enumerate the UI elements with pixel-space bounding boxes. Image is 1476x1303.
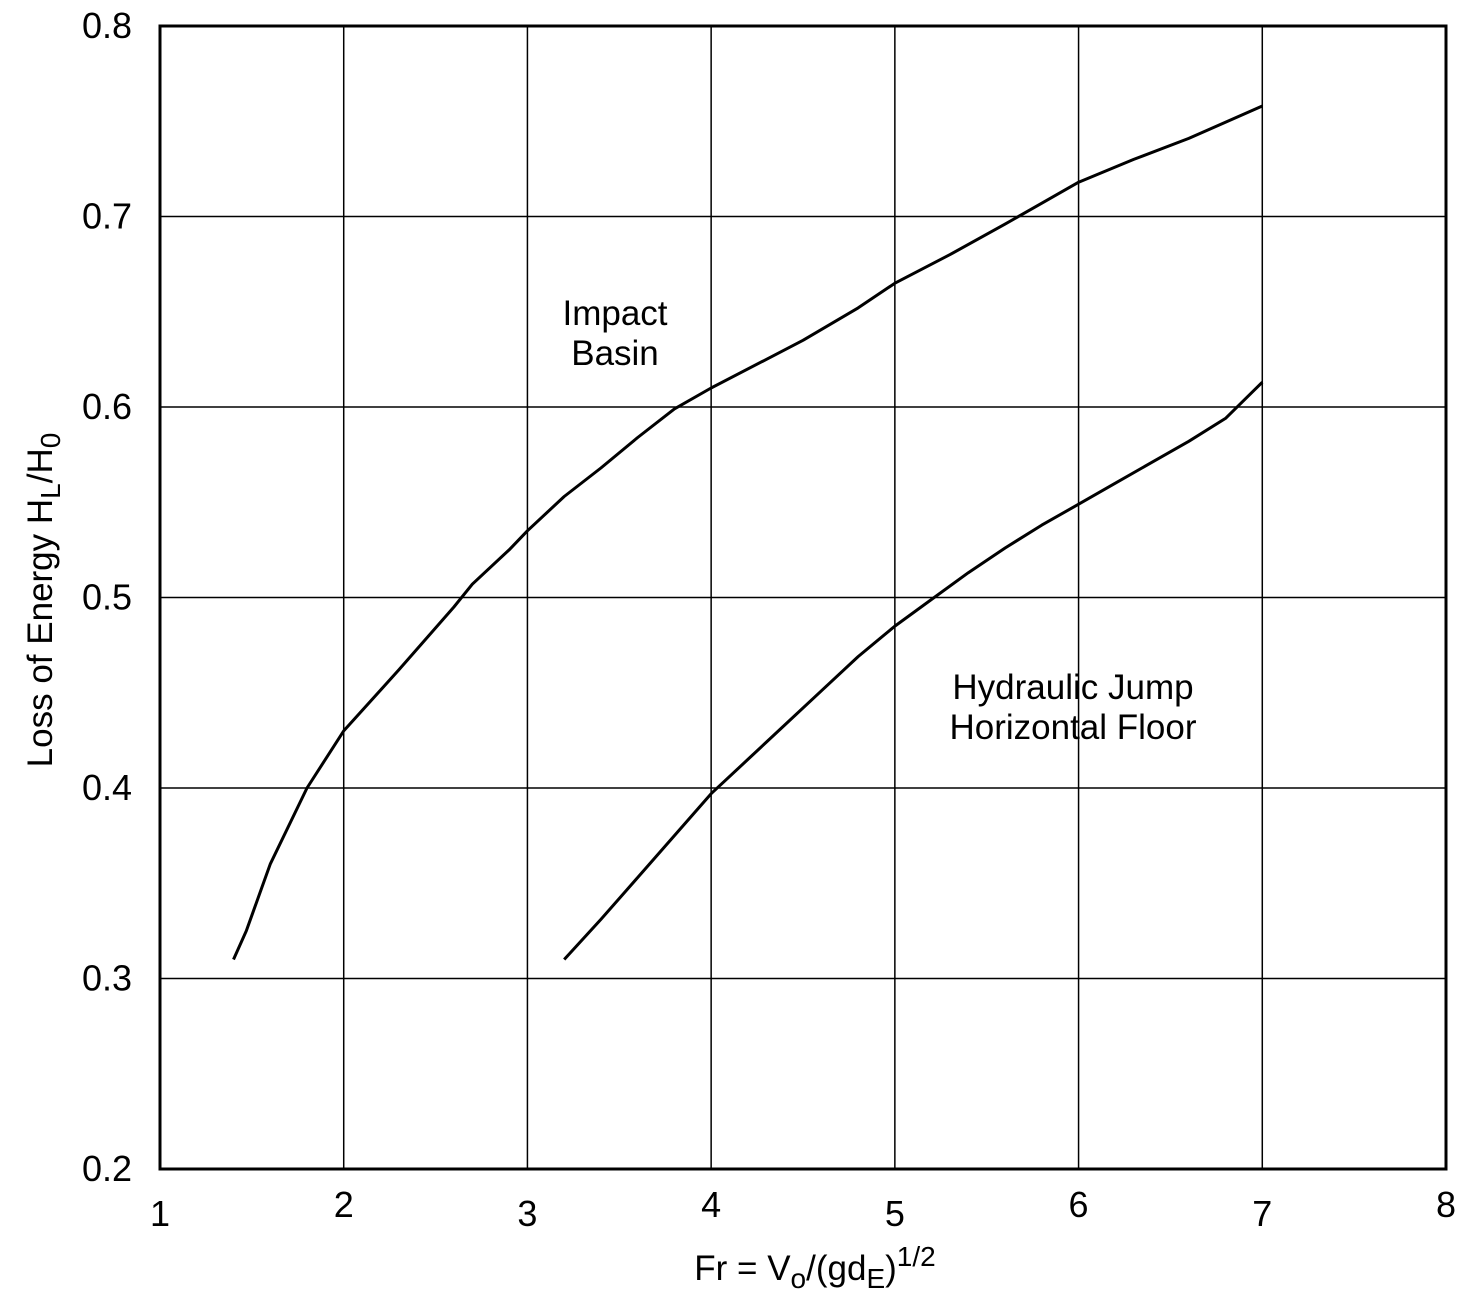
y-tick-label: 0.4 [82, 767, 132, 808]
x-tick-label: 3 [517, 1193, 537, 1234]
y-tick-label: 0.3 [82, 958, 132, 999]
hydraulic-jump-label: Horizontal Floor [949, 708, 1196, 747]
x-tick-label: 6 [1069, 1184, 1089, 1225]
impact-basin-label: Impact [562, 294, 667, 333]
gridlines [160, 26, 1446, 1169]
y-tick-label: 0.5 [82, 577, 132, 618]
y-axis-label: Loss of Energy HL/H0 [21, 433, 66, 768]
x-tick-label: 7 [1252, 1193, 1272, 1234]
y-tick-label: 0.7 [82, 196, 132, 237]
y-tick-label: 0.2 [82, 1148, 132, 1189]
x-axis-label: Fr = Vo/(gdE)1/2 [694, 1241, 935, 1294]
y-tick-label: 0.6 [82, 386, 132, 427]
impact-basin-curve [232, 104, 1263, 961]
x-tick-label: 5 [885, 1193, 905, 1234]
curves [232, 104, 1264, 961]
y-tick-label: 0.8 [82, 5, 132, 46]
x-tick-labels: 1 2 3 4 5 6 7 8 [150, 1184, 1456, 1234]
hydraulic-jump-label: Hydraulic Jump [952, 668, 1193, 707]
impact-basin-label: Basin [571, 334, 659, 373]
x-tick-label: 4 [701, 1184, 721, 1225]
x-tick-label: 2 [334, 1184, 354, 1225]
plot-frame [158, 24, 1448, 1171]
y-tick-labels: 0.2 0.3 0.4 0.5 0.6 0.7 0.8 [82, 5, 132, 1189]
hydraulic-jump-curve [563, 381, 1264, 961]
x-tick-label: 1 [150, 1193, 170, 1234]
x-tick-label: 8 [1436, 1184, 1456, 1225]
